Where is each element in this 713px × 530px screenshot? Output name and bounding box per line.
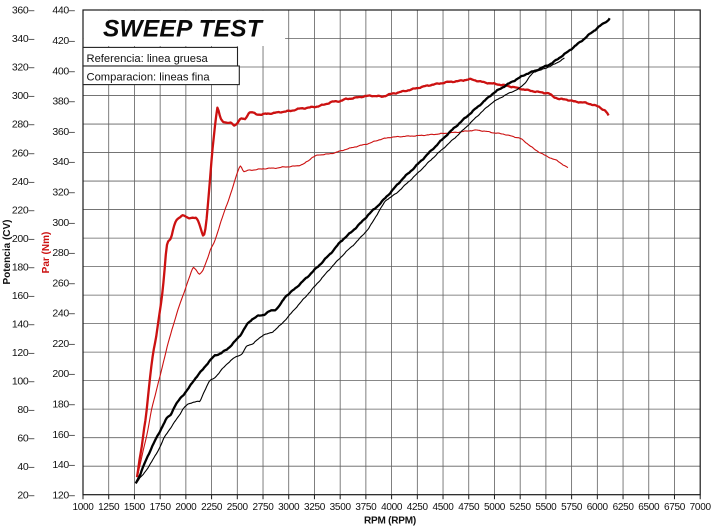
svg-text:6250: 6250 xyxy=(613,502,635,513)
svg-text:3500: 3500 xyxy=(330,502,352,513)
svg-text:5750: 5750 xyxy=(561,502,583,513)
svg-text:20–: 20– xyxy=(17,489,34,501)
svg-text:Referencia: linea gruesa: Referencia: linea gruesa xyxy=(87,53,209,65)
svg-text:3000: 3000 xyxy=(278,502,300,513)
svg-text:200–: 200– xyxy=(12,233,35,245)
svg-text:380–: 380– xyxy=(52,96,75,108)
svg-text:120–: 120– xyxy=(12,347,35,359)
svg-text:40–: 40– xyxy=(17,461,34,473)
svg-text:6000: 6000 xyxy=(587,502,609,513)
svg-text:340–: 340– xyxy=(52,156,75,168)
svg-text:100–: 100– xyxy=(12,375,35,387)
svg-text:360–: 360– xyxy=(52,126,75,138)
svg-text:420–: 420– xyxy=(52,35,75,47)
svg-text:340–: 340– xyxy=(12,33,35,45)
svg-text:240–: 240– xyxy=(52,308,75,320)
svg-text:440–: 440– xyxy=(52,5,75,17)
svg-text:300–: 300– xyxy=(52,217,75,229)
svg-text:7000: 7000 xyxy=(690,502,712,513)
svg-text:360–: 360– xyxy=(12,5,35,17)
svg-text:Par (Nm): Par (Nm) xyxy=(41,232,52,274)
svg-text:3750: 3750 xyxy=(355,502,377,513)
svg-text:2500: 2500 xyxy=(227,502,249,513)
svg-text:4250: 4250 xyxy=(407,502,429,513)
svg-text:200–: 200– xyxy=(52,368,75,380)
svg-text:1750: 1750 xyxy=(150,502,172,513)
svg-text:180–: 180– xyxy=(52,399,75,411)
svg-text:4500: 4500 xyxy=(432,502,454,513)
svg-text:160–: 160– xyxy=(52,429,75,441)
svg-text:320–: 320– xyxy=(52,187,75,199)
svg-text:220–: 220– xyxy=(12,204,35,216)
svg-text:220–: 220– xyxy=(52,338,75,350)
svg-text:300–: 300– xyxy=(12,90,35,102)
svg-text:120–: 120– xyxy=(52,489,75,501)
svg-text:2750: 2750 xyxy=(252,502,274,513)
svg-text:60–: 60– xyxy=(17,432,34,444)
svg-text:4750: 4750 xyxy=(458,502,480,513)
svg-text:400–: 400– xyxy=(52,65,75,77)
svg-text:320–: 320– xyxy=(12,62,35,74)
svg-text:3250: 3250 xyxy=(304,502,326,513)
svg-text:5500: 5500 xyxy=(535,502,557,513)
svg-text:2250: 2250 xyxy=(201,502,223,513)
svg-text:280–: 280– xyxy=(52,247,75,259)
svg-text:2000: 2000 xyxy=(175,502,197,513)
svg-text:80–: 80– xyxy=(17,404,34,416)
svg-text:SWEEP TEST: SWEEP TEST xyxy=(103,16,264,43)
svg-text:140–: 140– xyxy=(52,459,75,471)
svg-text:180–: 180– xyxy=(12,261,35,273)
svg-text:1500: 1500 xyxy=(124,502,146,513)
svg-text:140–: 140– xyxy=(12,318,35,330)
svg-text:260–: 260– xyxy=(52,277,75,289)
svg-text:240–: 240– xyxy=(12,176,35,188)
svg-text:5000: 5000 xyxy=(484,502,506,513)
svg-text:RPM (RPM): RPM (RPM) xyxy=(364,516,416,527)
svg-text:160–: 160– xyxy=(12,290,35,302)
svg-text:6500: 6500 xyxy=(638,502,660,513)
svg-text:260–: 260– xyxy=(12,147,35,159)
svg-text:Comparacion: lineas fina: Comparacion: lineas fina xyxy=(87,71,211,83)
svg-text:4000: 4000 xyxy=(381,502,403,513)
svg-text:6750: 6750 xyxy=(664,502,686,513)
svg-text:280–: 280– xyxy=(12,119,35,131)
svg-text:1250: 1250 xyxy=(98,502,120,513)
svg-text:Potencia (CV): Potencia (CV) xyxy=(2,219,13,284)
svg-text:1000: 1000 xyxy=(72,502,94,513)
svg-text:5250: 5250 xyxy=(510,502,532,513)
